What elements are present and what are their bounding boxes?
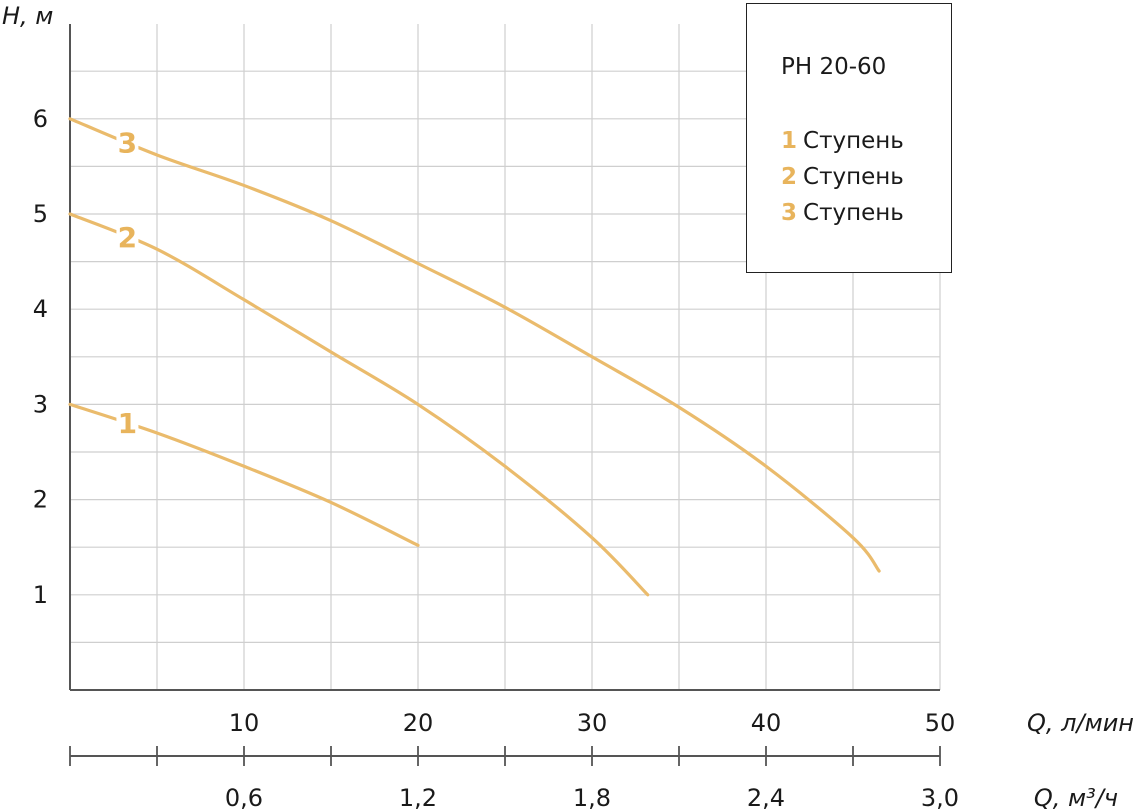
curve-label-1: 1 [118, 407, 137, 440]
x2-axis-title: Q, м³/ч [1034, 784, 1118, 812]
curve-label-bg [116, 128, 139, 157]
legend-item-2-number: 2 [781, 164, 798, 190]
x2-tick-label: 3,0 [921, 784, 959, 812]
x2-tick-label: 0,6 [225, 784, 263, 812]
legend-item-1: 1 Ступень [781, 128, 904, 154]
curve-label-bg [116, 409, 139, 438]
y-tick-label: 2 [33, 486, 48, 514]
curve-label-bg [116, 223, 139, 252]
x-tick-label: 20 [403, 709, 434, 737]
x-axis-title: Q, л/мин [1027, 709, 1134, 737]
legend-item-3: 3 Ступень [781, 200, 904, 226]
y-tick-label: 3 [33, 390, 48, 418]
y-tick-label: 4 [33, 295, 48, 323]
x2-tick-label: 1,2 [399, 784, 437, 812]
curve-3 [68, 117, 881, 573]
legend-title: PH 20-60 [781, 54, 887, 80]
legend-item-2: 2 Ступень [781, 164, 904, 190]
y-tick-label: 5 [33, 200, 48, 228]
legend-item-1-number: 1 [781, 128, 798, 154]
curve-2 [68, 212, 650, 597]
y-tick-label: 1 [33, 581, 48, 609]
x-tick-label: 40 [751, 709, 782, 737]
legend-item-3-number: 3 [781, 200, 798, 226]
legend-item-2-label: Ступень [803, 164, 904, 190]
curve-label-3: 3 [118, 127, 137, 160]
y-axis-title: H, м [2, 2, 53, 30]
x-tick-label: 10 [229, 709, 260, 737]
x2-tick-label: 2,4 [747, 784, 785, 812]
legend-item-3-label: Ступень [803, 200, 904, 226]
legend-item-1-label: Ступень [803, 128, 904, 154]
curve-label-2: 2 [118, 221, 137, 254]
x-tick-label: 30 [577, 709, 608, 737]
legend-box: PH 20-60 1 Ступень 2 Ступень 3 Ступень [746, 3, 952, 273]
x2-tick-label: 1,8 [573, 784, 611, 812]
y-tick-label: 6 [33, 105, 48, 133]
x-tick-label: 50 [925, 709, 956, 737]
